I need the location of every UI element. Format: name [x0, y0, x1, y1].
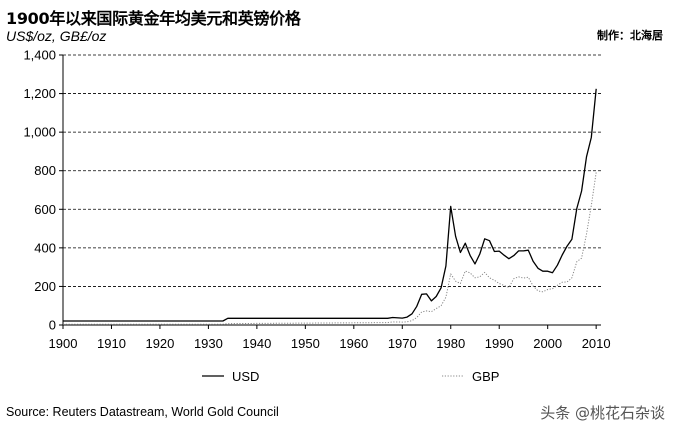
x-tick-label: 2000 [533, 336, 562, 351]
series-line-usd [63, 88, 597, 322]
chart-title: 1900年以来国际黄金年均美元和英镑价格 [6, 9, 301, 28]
y-tick-labels: 0 200 400 600 800 1,000 1,200 1,400 [23, 48, 56, 333]
y-tick-label: 800 [34, 163, 56, 178]
x-tick-label: 1960 [339, 336, 368, 351]
x-tick-label: 1940 [242, 336, 271, 351]
x-tick-label: 1930 [194, 336, 223, 351]
x-tick-label: 1970 [388, 336, 417, 351]
x-tick-label: 2010 [582, 336, 611, 351]
watermark: 头条 @桃花石杂谈 [540, 404, 665, 422]
author-credit: 制作：北海居 [597, 29, 663, 42]
legend-label-usd: USD [232, 369, 259, 384]
y-tick-label: 1,200 [23, 86, 56, 101]
y-tick-label: 1,400 [23, 48, 56, 63]
x-tick-label: 1900 [49, 336, 78, 351]
y-tick-label: 200 [34, 279, 56, 294]
legend-label-gbp: GBP [472, 369, 499, 384]
units-label: US$/oz, GB£/oz [6, 28, 107, 44]
x-tick-label: 1910 [97, 336, 126, 351]
x-tick-label: 1980 [436, 336, 465, 351]
y-tick-label: 0 [49, 318, 56, 333]
grid-lines [63, 54, 601, 287]
axes [59, 54, 601, 329]
y-tick-label: 600 [34, 202, 56, 217]
x-tick-label: 1950 [291, 336, 320, 351]
series-lines [63, 88, 597, 325]
series-line-gbp [63, 172, 597, 325]
x-tick-label: 1920 [145, 336, 174, 351]
x-tick-label: 1990 [485, 336, 514, 351]
y-tick-label: 400 [34, 240, 56, 255]
x-tick-labels: 1900 1910 1920 1930 1940 1950 1960 1970 1980 1990… [49, 336, 611, 351]
source-note: Source: Reuters Datastream, World Gold C… [6, 405, 279, 419]
y-tick-label: 1,000 [23, 125, 56, 140]
legend: USD GBP [202, 369, 499, 384]
